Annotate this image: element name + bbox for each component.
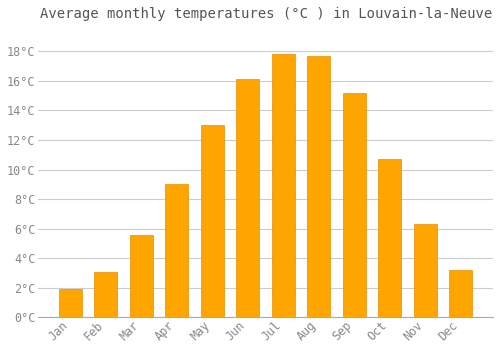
- Bar: [236, 79, 260, 317]
- Bar: [94, 272, 118, 317]
- Bar: [272, 54, 295, 317]
- Bar: [378, 159, 402, 317]
- Title: Average monthly temperatures (°C ) in Louvain-la-Neuve: Average monthly temperatures (°C ) in Lo…: [40, 7, 492, 21]
- Bar: [414, 224, 437, 317]
- Bar: [450, 270, 472, 317]
- Bar: [59, 289, 82, 317]
- Bar: [130, 234, 153, 317]
- Bar: [166, 184, 188, 317]
- Bar: [308, 56, 330, 317]
- Bar: [343, 93, 366, 317]
- Bar: [201, 125, 224, 317]
